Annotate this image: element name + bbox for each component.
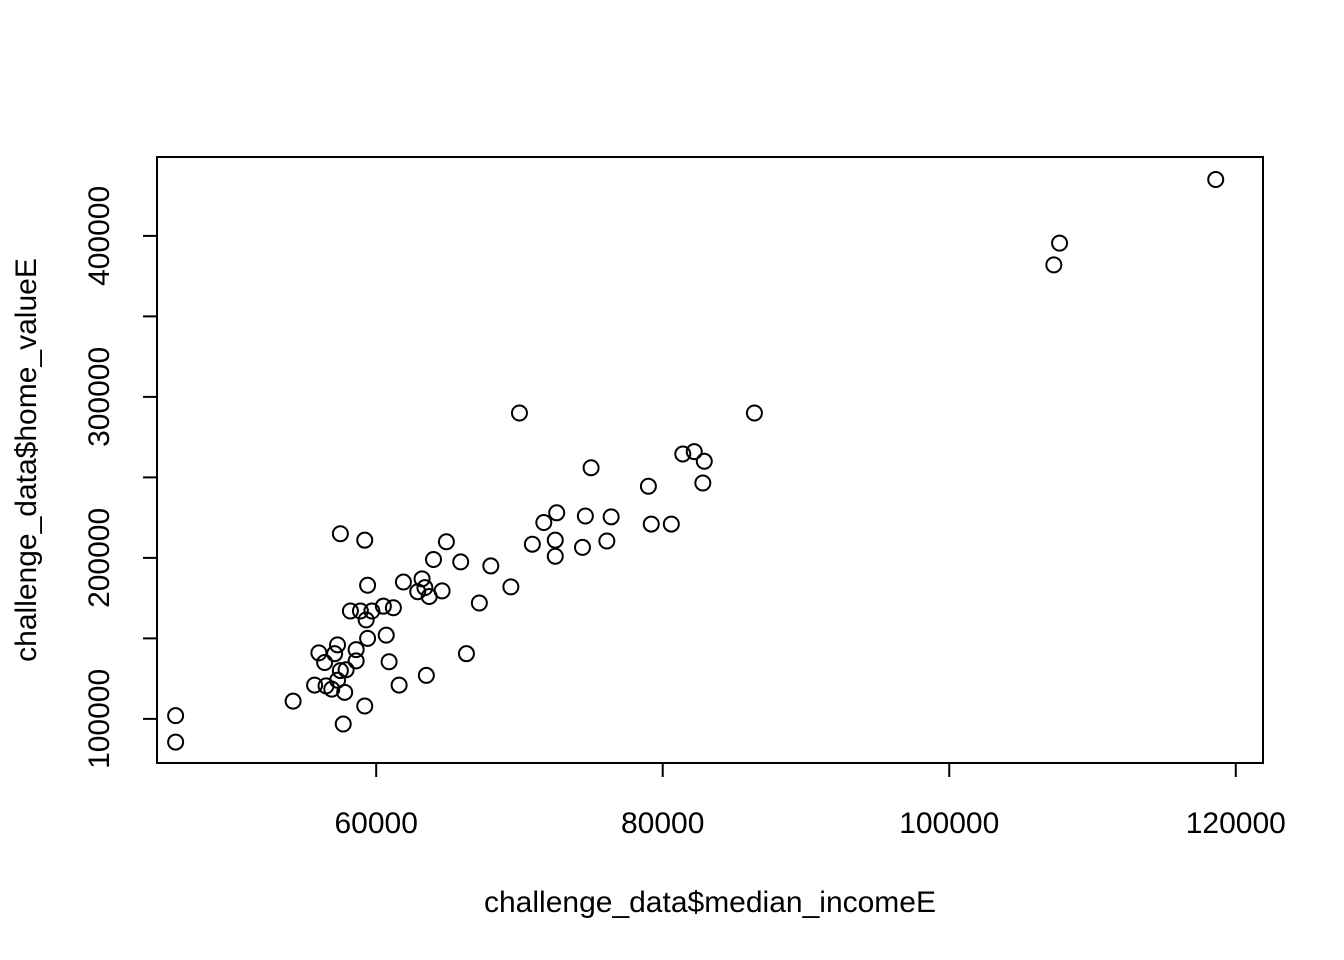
data-point — [341, 602, 359, 620]
data-point — [323, 680, 341, 698]
data-point — [390, 676, 408, 694]
data-point — [331, 525, 349, 543]
data-point — [452, 553, 470, 571]
data-point — [374, 597, 392, 615]
y-tick-label: 300000 — [83, 347, 116, 447]
data-point — [695, 452, 713, 470]
data-point — [437, 533, 455, 551]
y-axis: 100000 200000 300000 400000 — [83, 186, 158, 769]
data-point — [167, 707, 185, 725]
data-point — [347, 652, 365, 670]
y-axis-label: challenge_data$home_valueE — [10, 258, 43, 662]
x-tick-label: 100000 — [899, 807, 999, 840]
data-point — [457, 645, 475, 663]
data-point — [582, 459, 600, 477]
x-tick-label: 120000 — [1186, 807, 1286, 840]
data-point — [359, 629, 377, 647]
y-tick-label: 200000 — [83, 508, 116, 608]
plot-frame — [156, 156, 1264, 764]
data-point — [694, 474, 712, 492]
data-point — [535, 513, 553, 531]
data-point — [602, 508, 620, 526]
data-point — [576, 507, 594, 525]
data-point — [326, 645, 344, 663]
x-tick-label: 60000 — [334, 807, 417, 840]
x-axis: 60000 80000 100000 120000 — [334, 762, 1286, 840]
data-point — [336, 683, 354, 701]
data-point — [546, 531, 564, 549]
data-point — [356, 531, 374, 549]
data-point — [167, 733, 185, 751]
data-point — [394, 573, 412, 591]
data-point — [413, 570, 431, 588]
data-point — [380, 653, 398, 671]
data-point — [642, 515, 660, 533]
data-point — [598, 532, 616, 550]
data-point — [284, 692, 302, 710]
data-point — [329, 636, 347, 654]
data-point — [510, 404, 528, 422]
data-point — [639, 477, 657, 495]
data-point — [548, 504, 566, 522]
data-point — [316, 654, 334, 672]
data-point — [356, 697, 374, 715]
data-point — [674, 445, 692, 463]
data-point — [334, 715, 352, 733]
data-point — [425, 550, 442, 568]
data-point — [546, 547, 564, 565]
data-point — [573, 538, 591, 556]
data-point — [363, 602, 381, 620]
data-point — [306, 676, 324, 694]
y-tick-label: 400000 — [83, 186, 116, 286]
data-point — [502, 578, 520, 596]
data-point — [351, 602, 369, 620]
data-points — [167, 171, 1225, 751]
data-point — [482, 557, 500, 575]
data-point — [417, 666, 435, 684]
data-point — [377, 626, 395, 644]
data-point — [347, 641, 365, 659]
x-axis-label: challenge_data$median_incomeE — [484, 886, 936, 919]
data-point — [685, 443, 703, 461]
y-tick-label: 100000 — [83, 669, 116, 769]
x-tick-label: 80000 — [621, 807, 704, 840]
data-point — [745, 404, 763, 422]
data-point — [337, 661, 355, 679]
data-point — [662, 515, 680, 533]
data-point — [1207, 171, 1225, 189]
data-point — [357, 611, 375, 629]
data-point — [1045, 256, 1063, 274]
data-point — [523, 535, 541, 553]
data-point — [470, 594, 488, 612]
data-point — [384, 599, 402, 617]
data-point — [331, 662, 349, 680]
data-point — [359, 576, 377, 594]
data-point — [433, 582, 451, 600]
data-point — [416, 579, 434, 597]
data-point — [1051, 234, 1069, 252]
